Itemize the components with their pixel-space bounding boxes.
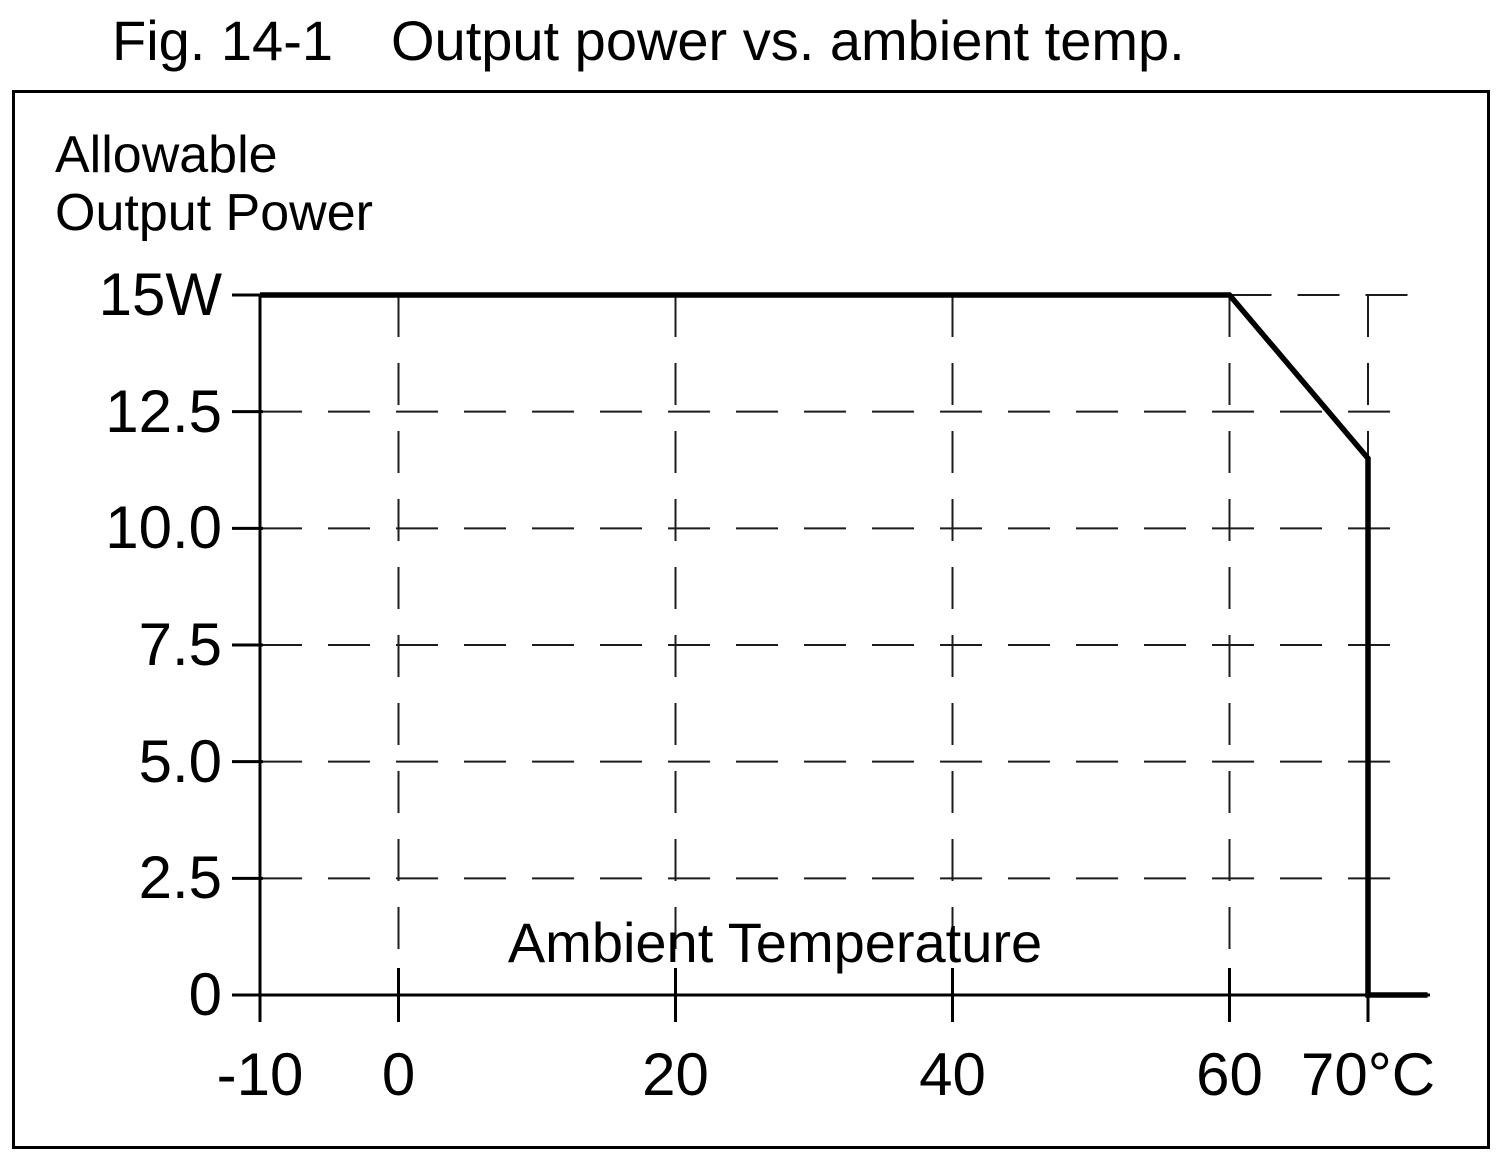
- figure-title: Fig. 14-1 Output power vs. ambient temp.: [112, 8, 1185, 74]
- y-axis-title-line2: Output Power: [55, 184, 373, 242]
- figure-number: Fig. 14-1: [112, 9, 333, 72]
- y-tick-label: 7.5: [138, 611, 222, 678]
- y-axis-title-line1: Allowable: [55, 126, 278, 184]
- power-curve: [260, 292, 1428, 998]
- x-tick-label: 20: [642, 1041, 709, 1108]
- x-tick-label: 0: [381, 1041, 416, 1108]
- y-tick-label: 15W: [98, 261, 222, 328]
- y-axis-title: Allowable Output Power: [55, 126, 373, 242]
- x-tick-label: 60: [1196, 1041, 1263, 1108]
- x-tick-label: 70°C: [1300, 1041, 1436, 1108]
- grid-lines: [260, 294, 1416, 995]
- y-tick-label: 12.5: [105, 377, 222, 445]
- x-tick-label: -10: [216, 1041, 304, 1108]
- y-tick-label: 10.0: [105, 494, 222, 562]
- y-tick-label: 5.0: [138, 727, 222, 795]
- x-tick-label: 40: [919, 1041, 986, 1108]
- y-tick-label: 0: [188, 961, 222, 1028]
- series-line: [260, 292, 1428, 998]
- y-tick-label: 2.5: [138, 844, 222, 912]
- figure-caption: Output power vs. ambient temp.: [391, 9, 1185, 72]
- x-axis-title: Ambient Temperature: [507, 911, 1043, 974]
- chart-frame: [12, 90, 1490, 1149]
